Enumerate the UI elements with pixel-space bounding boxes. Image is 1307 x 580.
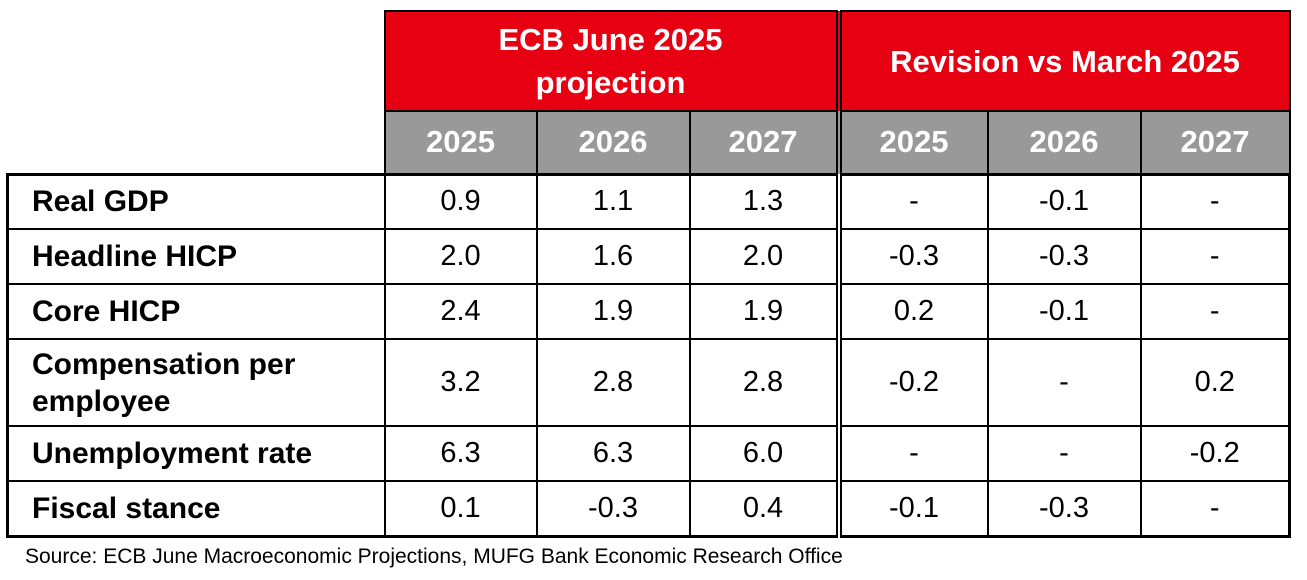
cell: 0.2 (1139, 338, 1291, 427)
cell: 1.1 (535, 172, 691, 230)
table-row-fiscal-stance: Fiscal stance 0.1 -0.3 0.4 -0.1 -0.3 - (6, 480, 1291, 538)
year-header-rev-2027: 2027 (1139, 110, 1291, 175)
cell: - (835, 425, 989, 482)
row-label: Headline HICP (6, 228, 386, 285)
cell: -0.2 (835, 338, 989, 427)
year-header-proj-2025: 2025 (383, 110, 538, 175)
cell: 1.3 (688, 172, 840, 230)
cell: 0.1 (383, 480, 538, 538)
cell: - (986, 338, 1142, 427)
group-header-row: ECB June 2025 projection Revision vs Mar… (7, 10, 1291, 112)
projection-group-header: ECB June 2025 projection (383, 10, 840, 112)
ecb-projection-table: ECB June 2025 projection Revision vs Mar… (6, 10, 1291, 538)
revision-group-header: Revision vs March 2025 (835, 10, 1291, 112)
row-label: Core HICP (6, 283, 386, 340)
source-note: Source: ECB June Macroeconomic Projectio… (25, 545, 843, 568)
year-header-proj-2027: 2027 (688, 110, 840, 175)
row-label: Real GDP (6, 172, 386, 230)
year-header-proj-2026: 2026 (535, 110, 691, 175)
cell: 0.2 (835, 283, 989, 340)
row-label: Compensation per employee (6, 338, 386, 427)
year-header-rev-2026: 2026 (986, 110, 1142, 175)
table-row-core-hicp: Core HICP 2.4 1.9 1.9 0.2 -0.1 - (6, 283, 1291, 340)
cell: 6.3 (535, 425, 691, 482)
year-header-row: 2025 2026 2027 2025 2026 2027 (7, 110, 1291, 175)
cell: 6.0 (688, 425, 840, 482)
table-row-real-gdp: Real GDP 0.9 1.1 1.3 - -0.1 - (6, 172, 1291, 230)
cell: - (1139, 283, 1291, 340)
table-row-compensation: Compensation per employee 3.2 2.8 2.8 -0… (6, 338, 1291, 427)
cell: -0.1 (986, 172, 1142, 230)
blank-corner-cell (7, 11, 385, 111)
cell: - (835, 172, 989, 230)
revision-group-header-label: Revision vs March 2025 (890, 43, 1240, 79)
cell: -0.3 (535, 480, 691, 538)
cell: 3.2 (383, 338, 538, 427)
cell: 2.8 (688, 338, 840, 427)
cell: 1.9 (535, 283, 691, 340)
cell: -0.3 (835, 228, 989, 285)
projection-group-header-label: ECB June 2025 projection (498, 22, 723, 100)
cell: 2.8 (535, 338, 691, 427)
cell: 0.4 (688, 480, 840, 538)
cell: - (1139, 480, 1291, 538)
cell: -0.1 (835, 480, 989, 538)
year-header-rev-2025: 2025 (835, 110, 989, 175)
cell: 2.0 (688, 228, 840, 285)
row-label: Fiscal stance (6, 480, 386, 538)
cell: 2.0 (383, 228, 538, 285)
cell: 6.3 (383, 425, 538, 482)
cell: 2.4 (383, 283, 538, 340)
cell: - (1139, 228, 1291, 285)
cell: - (1139, 172, 1291, 230)
cell: -0.1 (986, 283, 1142, 340)
cell: - (986, 425, 1142, 482)
cell: 0.9 (383, 172, 538, 230)
blank-corner-cell (7, 111, 385, 174)
table-row-headline-hicp: Headline HICP 2.0 1.6 2.0 -0.3 -0.3 - (6, 228, 1291, 285)
cell: -0.3 (986, 228, 1142, 285)
cell: -0.3 (986, 480, 1142, 538)
cell: 1.6 (535, 228, 691, 285)
cell: 1.9 (688, 283, 840, 340)
table-row-unemployment: Unemployment rate 6.3 6.3 6.0 - - -0.2 (6, 425, 1291, 482)
row-label: Unemployment rate (6, 425, 386, 482)
cell: -0.2 (1139, 425, 1291, 482)
